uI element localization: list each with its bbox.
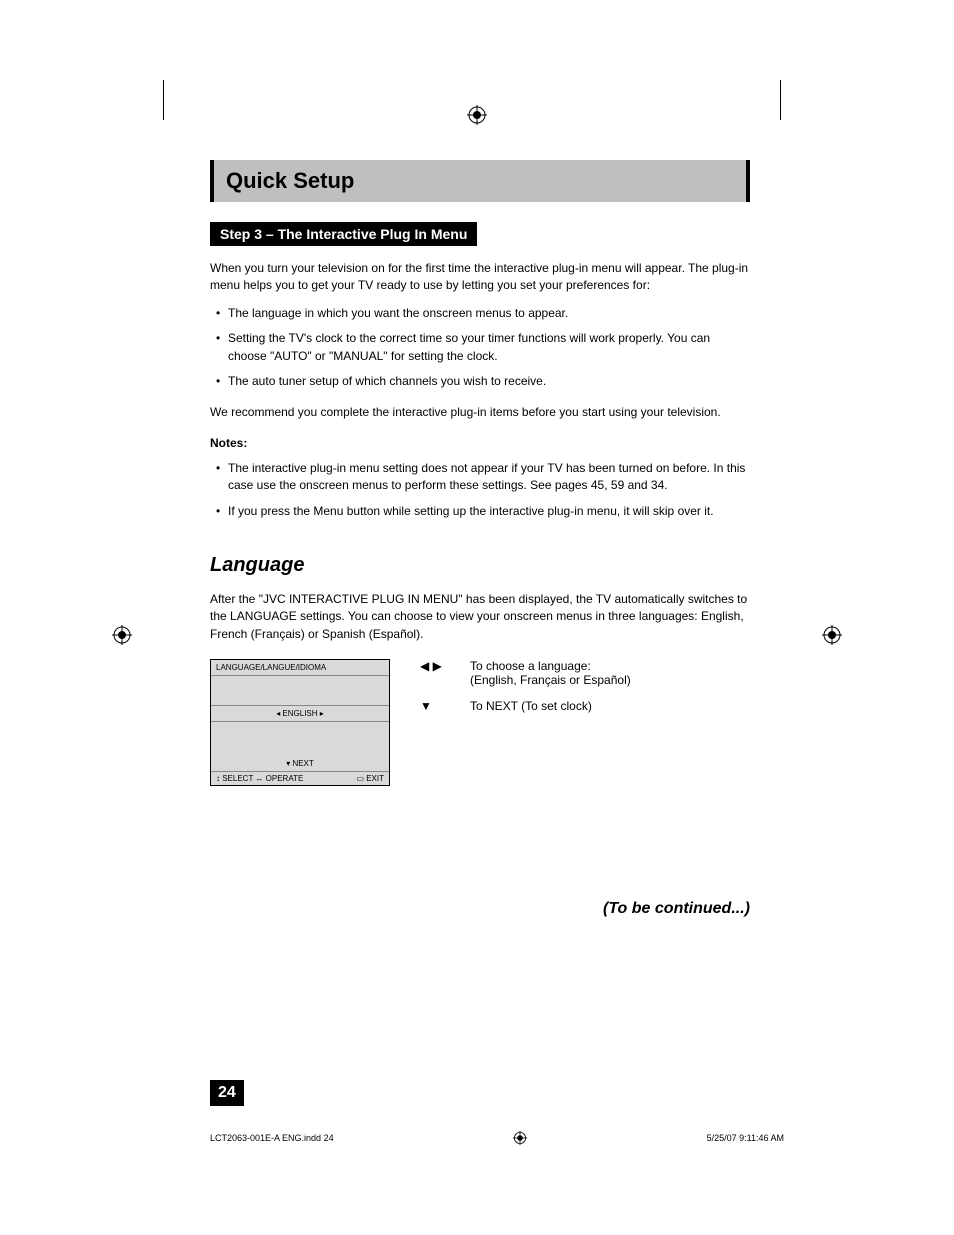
continued-text: (To be continued...) <box>603 900 750 918</box>
step-heading: Step 3 – The Interactive Plug In Menu <box>210 222 477 246</box>
instructions: ◀ ▶ To choose a language: (English, Fran… <box>420 659 750 786</box>
recommend-text: We recommend you complete the interactiv… <box>210 404 750 421</box>
osd-footer-right: ▭ EXIT <box>356 774 384 783</box>
arrow-left-right-icon: ◀ ▶ <box>420 659 450 687</box>
instruction-text: To choose a language: (English, Français… <box>470 659 631 687</box>
page-title: Quick Setup <box>210 160 750 202</box>
registration-mark-icon <box>822 625 842 645</box>
notes-heading: Notes: <box>210 436 750 450</box>
notes-list: The interactive plug-in menu setting doe… <box>210 460 750 520</box>
page-content: Quick Setup Step 3 – The Interactive Plu… <box>210 160 750 786</box>
osd-title: LANGUAGE/LANGUE/IDIOMA <box>211 660 389 676</box>
list-item: The interactive plug-in menu setting doe… <box>210 460 750 495</box>
registration-mark-icon <box>112 625 132 645</box>
instruction-text: To NEXT (To set clock) <box>470 699 592 713</box>
registration-mark-icon <box>467 105 487 125</box>
osd-footer-left: ↕ SELECT ↔ OPERATE <box>216 774 303 783</box>
footer-timestamp: 5/25/07 9:11:46 AM <box>707 1133 784 1143</box>
registration-mark-icon <box>512 1130 528 1146</box>
list-item: If you press the Menu button while setti… <box>210 503 750 520</box>
footer: LCT2063-001E-A ENG.indd 24 5/25/07 9:11:… <box>210 1130 784 1146</box>
arrow-down-icon: ▼ <box>420 699 450 713</box>
intro-text: When you turn your television on for the… <box>210 260 750 295</box>
osd-footer: ↕ SELECT ↔ OPERATE ▭ EXIT <box>211 772 389 785</box>
crop-mark <box>780 80 781 120</box>
osd-selected-language: ◂ ENGLISH ▸ <box>211 706 389 722</box>
list-item: The auto tuner setup of which channels y… <box>210 373 750 390</box>
list-item: Setting the TV's clock to the correct ti… <box>210 330 750 365</box>
language-heading: Language <box>210 554 750 577</box>
osd-body <box>211 676 389 706</box>
footer-file: LCT2063-001E-A ENG.indd 24 <box>210 1133 334 1143</box>
language-text: After the "JVC INTERACTIVE PLUG IN MENU"… <box>210 591 750 643</box>
page-number: 24 <box>210 1080 244 1106</box>
osd-preview: LANGUAGE/LANGUE/IDIOMA ◂ ENGLISH ▸ ▾ NEX… <box>210 659 390 786</box>
osd-next: ▾ NEXT <box>211 756 389 772</box>
preference-list: The language in which you want the onscr… <box>210 305 750 391</box>
list-item: The language in which you want the onscr… <box>210 305 750 322</box>
crop-mark <box>163 80 164 120</box>
osd-spacer <box>211 722 389 756</box>
